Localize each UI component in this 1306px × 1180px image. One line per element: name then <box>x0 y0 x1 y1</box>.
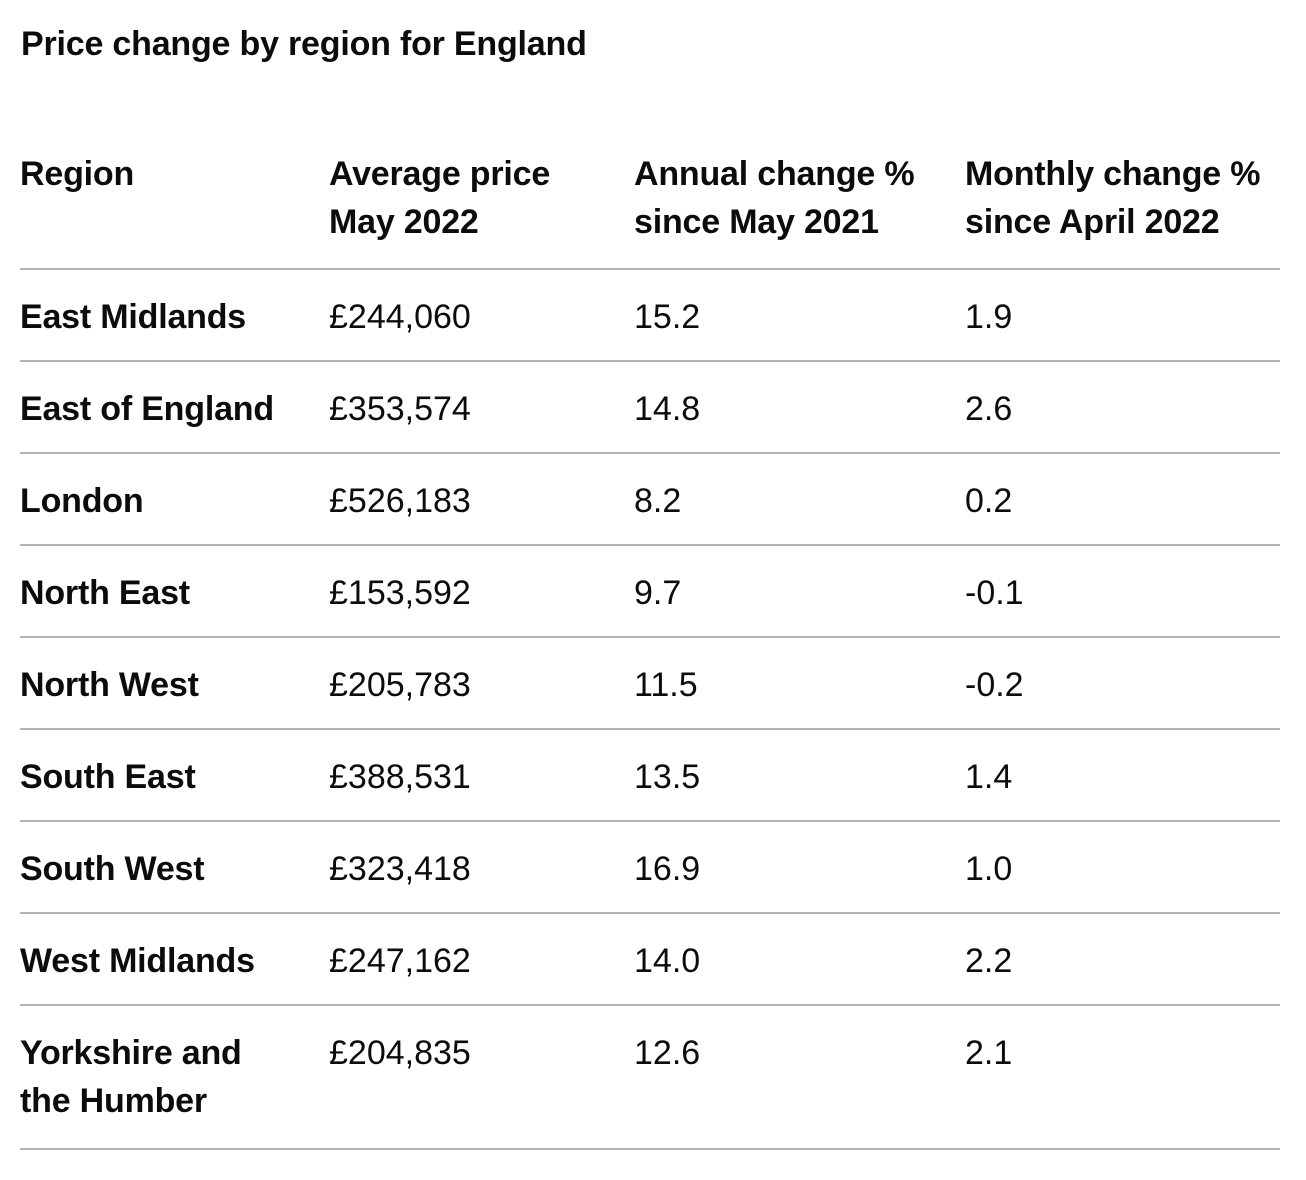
cell-annual-change: 14.0 <box>634 913 965 1006</box>
header-average-price: Average price May 2022 <box>329 144 634 270</box>
cell-average-price: £244,060 <box>329 269 634 362</box>
cell-average-price: £353,574 <box>329 361 634 454</box>
table-caption: Price change by region for England <box>21 25 587 63</box>
header-annual-change-line2: since May 2021 <box>634 203 879 241</box>
cell-average-price: £205,783 <box>329 637 634 730</box>
header-monthly-change-line2: since April 2022 <box>965 203 1220 241</box>
cell-average-price: £388,531 <box>329 729 634 822</box>
cell-average-price: £526,183 <box>329 453 634 546</box>
cell-annual-change: 14.8 <box>634 361 965 454</box>
cell-region: East Midlands <box>20 269 329 362</box>
header-annual-change-line1: Annual change % <box>634 155 915 193</box>
cell-average-price: £153,592 <box>329 545 634 638</box>
cell-annual-change: 8.2 <box>634 453 965 546</box>
cell-annual-change: 12.6 <box>634 1005 965 1150</box>
cell-region: North East <box>20 545 329 638</box>
header-row: Region Average price May 2022 Annual cha… <box>20 144 1280 270</box>
table-header: Region Average price May 2022 Annual cha… <box>20 144 1280 270</box>
cell-average-price: £247,162 <box>329 913 634 1006</box>
cell-monthly-change: 2.1 <box>965 1005 1280 1150</box>
cell-monthly-change: 1.4 <box>965 729 1280 822</box>
table-row: North West £205,783 11.5 -0.2 <box>20 637 1280 730</box>
cell-region: South East <box>20 729 329 822</box>
cell-annual-change: 9.7 <box>634 545 965 638</box>
table-row: West Midlands £247,162 14.0 2.2 <box>20 913 1280 1006</box>
cell-annual-change: 15.2 <box>634 269 965 362</box>
header-monthly-change: Monthly change % since April 2022 <box>965 144 1280 270</box>
table-row: North East £153,592 9.7 -0.1 <box>20 545 1280 638</box>
cell-region: West Midlands <box>20 913 329 1006</box>
header-average-price-line2: May 2022 <box>329 203 479 241</box>
cell-monthly-change: 2.2 <box>965 913 1280 1006</box>
header-annual-change: Annual change % since May 2021 <box>634 144 965 270</box>
header-monthly-change-line1: Monthly change % <box>965 155 1261 193</box>
table-row: South East £388,531 13.5 1.4 <box>20 729 1280 822</box>
cell-annual-change: 16.9 <box>634 821 965 914</box>
cell-annual-change: 11.5 <box>634 637 965 730</box>
cell-monthly-change: -0.1 <box>965 545 1280 638</box>
cell-monthly-change: -0.2 <box>965 637 1280 730</box>
cell-monthly-change: 2.6 <box>965 361 1280 454</box>
cell-monthly-change: 1.9 <box>965 269 1280 362</box>
table-row: Yorkshire and the Humber £204,835 12.6 2… <box>20 1005 1280 1150</box>
header-average-price-line1: Average price <box>329 155 551 193</box>
cell-region-line1: Yorkshire and <box>20 1034 242 1072</box>
cell-average-price: £323,418 <box>329 821 634 914</box>
table-row: East Midlands £244,060 15.2 1.9 <box>20 269 1280 362</box>
cell-region: South West <box>20 821 329 914</box>
cell-monthly-change: 1.0 <box>965 821 1280 914</box>
cell-region: North West <box>20 637 329 730</box>
header-region-label: Region <box>20 155 135 193</box>
table-row: East of England £353,574 14.8 2.6 <box>20 361 1280 454</box>
cell-monthly-change: 0.2 <box>965 453 1280 546</box>
cell-region: Yorkshire and the Humber <box>20 1005 329 1150</box>
table-row: South West £323,418 16.9 1.0 <box>20 821 1280 914</box>
cell-region: East of England <box>20 361 329 454</box>
header-region: Region <box>20 144 329 270</box>
cell-region-line2: the Humber <box>20 1082 207 1120</box>
cell-annual-change: 13.5 <box>634 729 965 822</box>
table-row: London £526,183 8.2 0.2 <box>20 453 1280 546</box>
table-body: East Midlands £244,060 15.2 1.9 East of … <box>20 269 1280 1150</box>
price-change-table: Region Average price May 2022 Annual cha… <box>20 144 1280 1150</box>
cell-average-price: £204,835 <box>329 1005 634 1150</box>
cell-region: London <box>20 453 329 546</box>
